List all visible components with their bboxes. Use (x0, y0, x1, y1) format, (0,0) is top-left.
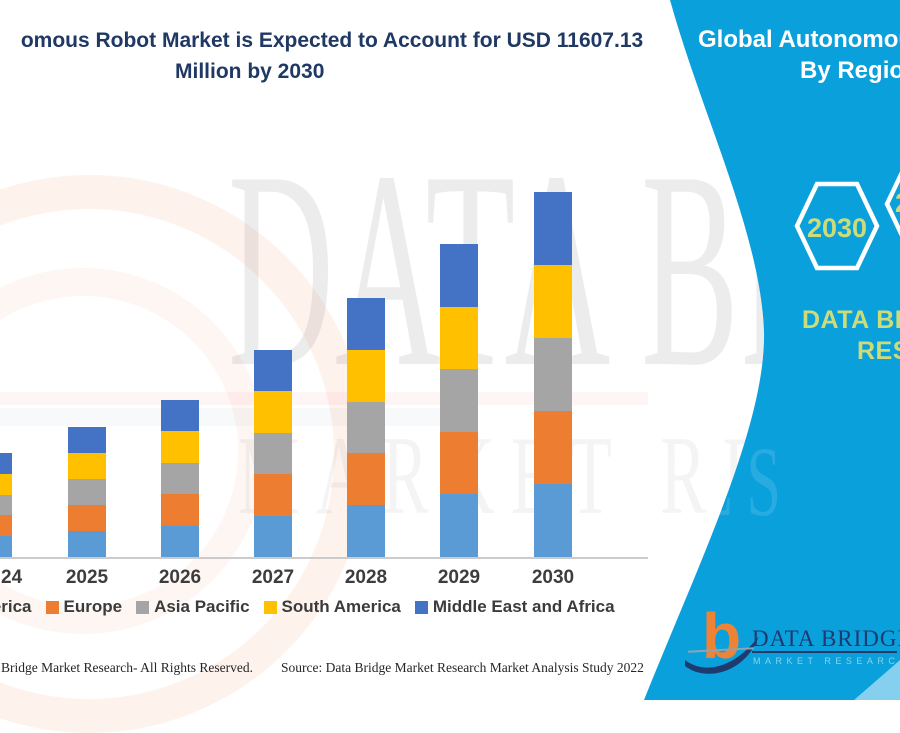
bar-segment-south-america (0, 473, 12, 495)
x-tick-2026: 2026 (158, 567, 202, 588)
bar-segment-asia-pacific (534, 338, 572, 411)
bar-segment-middle-east-and-africa (161, 400, 199, 432)
x-axis-line (0, 557, 648, 559)
footer-copyright: Bridge Market Research- All Rights Reser… (1, 660, 253, 675)
bar-2030 (534, 192, 572, 557)
bar-segment-north-america (440, 494, 478, 557)
x-tick-2024: 24 (1, 567, 23, 588)
banner-brand-line1: DATA BRI (802, 306, 900, 334)
bar-segment-north-america (161, 525, 199, 557)
x-tick-2027: 2027 (251, 567, 295, 588)
bar-segment-asia-pacific (347, 401, 385, 454)
bar-segment-europe (254, 474, 292, 516)
bar-segment-europe (440, 431, 478, 495)
legend-item-north-america: North America (0, 597, 32, 617)
bar-2024 (0, 453, 12, 557)
bar-2029 (440, 244, 478, 557)
bar-segment-asia-pacific (161, 462, 199, 495)
bar-segment-south-america (534, 265, 572, 338)
bar-segment-north-america (347, 505, 385, 557)
bar-2026 (161, 400, 199, 557)
chart-title-line1: omous Robot Market is Expected to Accoun… (20, 29, 644, 52)
bar-segment-north-america (254, 515, 292, 557)
legend-item-middle-east-and-africa: Middle East and Africa (414, 597, 615, 617)
x-tick-2029: 2029 (437, 567, 481, 588)
bar-segment-europe (161, 494, 199, 526)
bar-segment-asia-pacific (440, 369, 478, 432)
chart-title-line2: Million by 2030 (175, 60, 325, 83)
banner-brand-line2: RES (857, 337, 900, 365)
bar-2028 (347, 298, 385, 557)
bar-segment-middle-east-and-africa (254, 350, 292, 392)
bar-segment-asia-pacific (68, 479, 106, 505)
chart-legend: North America Europe Asia Pacific South Ame… (0, 597, 615, 617)
legend-item-south-america: South America (263, 597, 401, 617)
stacked-bar-chart (0, 192, 572, 557)
watermark-row2-overlay: RES (640, 426, 795, 537)
legend-label: Middle East and Africa (432, 597, 615, 616)
legend-swatch (136, 600, 150, 614)
x-tick-2025: 2025 (65, 567, 109, 588)
legend-item-asia-pacific: Asia Pacific (136, 597, 250, 617)
bar-2027 (254, 350, 292, 557)
hexagon-partial-year-label: 2 (895, 188, 900, 219)
banner-heading-line1: Global Autonomous (698, 26, 900, 53)
bar-segment-middle-east-and-africa (68, 427, 106, 453)
bar-segment-south-america (254, 391, 292, 433)
bar-2025 (68, 427, 106, 557)
x-tick-2028: 2028 (344, 567, 388, 588)
bar-segment-middle-east-and-africa (347, 298, 385, 350)
bar-segment-south-america (161, 431, 199, 463)
bar-segment-south-america (68, 453, 106, 479)
bar-segment-south-america (440, 306, 478, 370)
legend-swatch (263, 600, 277, 614)
bar-segment-europe (68, 505, 106, 531)
legend-swatch (45, 600, 59, 614)
bar-segment-middle-east-and-africa (440, 244, 478, 307)
bar-segment-europe (347, 453, 385, 506)
legend-item-europe: Europe (45, 597, 123, 617)
logo-tagline-text: MARKET RESEARCH (753, 656, 900, 666)
hexagon-year-label: 2030 (806, 213, 868, 243)
footer-source: Source: Data Bridge Market Research Mark… (281, 660, 644, 675)
x-tick-2030: 2030 (531, 567, 575, 588)
bar-segment-europe (0, 515, 12, 537)
legend-swatch (414, 600, 428, 614)
logo-name-text: DATA BRIDGE (752, 626, 900, 651)
bar-segment-middle-east-and-africa (534, 192, 572, 265)
bar-segment-south-america (347, 349, 385, 402)
legend-label: Asia Pacific (154, 597, 250, 616)
legend-label: Europe (63, 597, 123, 616)
watermark-blue-band (0, 408, 440, 426)
bar-segment-middle-east-and-africa (0, 453, 12, 474)
logo-underline (752, 651, 897, 653)
banner-heading-line2: By Region (800, 57, 900, 84)
bar-segment-europe (534, 411, 572, 484)
bar-segment-asia-pacific (254, 432, 292, 475)
bar-segment-north-america (68, 531, 106, 557)
bar-segment-asia-pacific (0, 494, 12, 516)
legend-label: North America (0, 597, 32, 616)
legend-label: South America (281, 597, 401, 616)
bar-segment-north-america (534, 484, 572, 557)
data-bridge-logo: b DATA BRIDGE MARKET RESEARCH (683, 600, 900, 690)
bar-segment-north-america (0, 536, 12, 557)
